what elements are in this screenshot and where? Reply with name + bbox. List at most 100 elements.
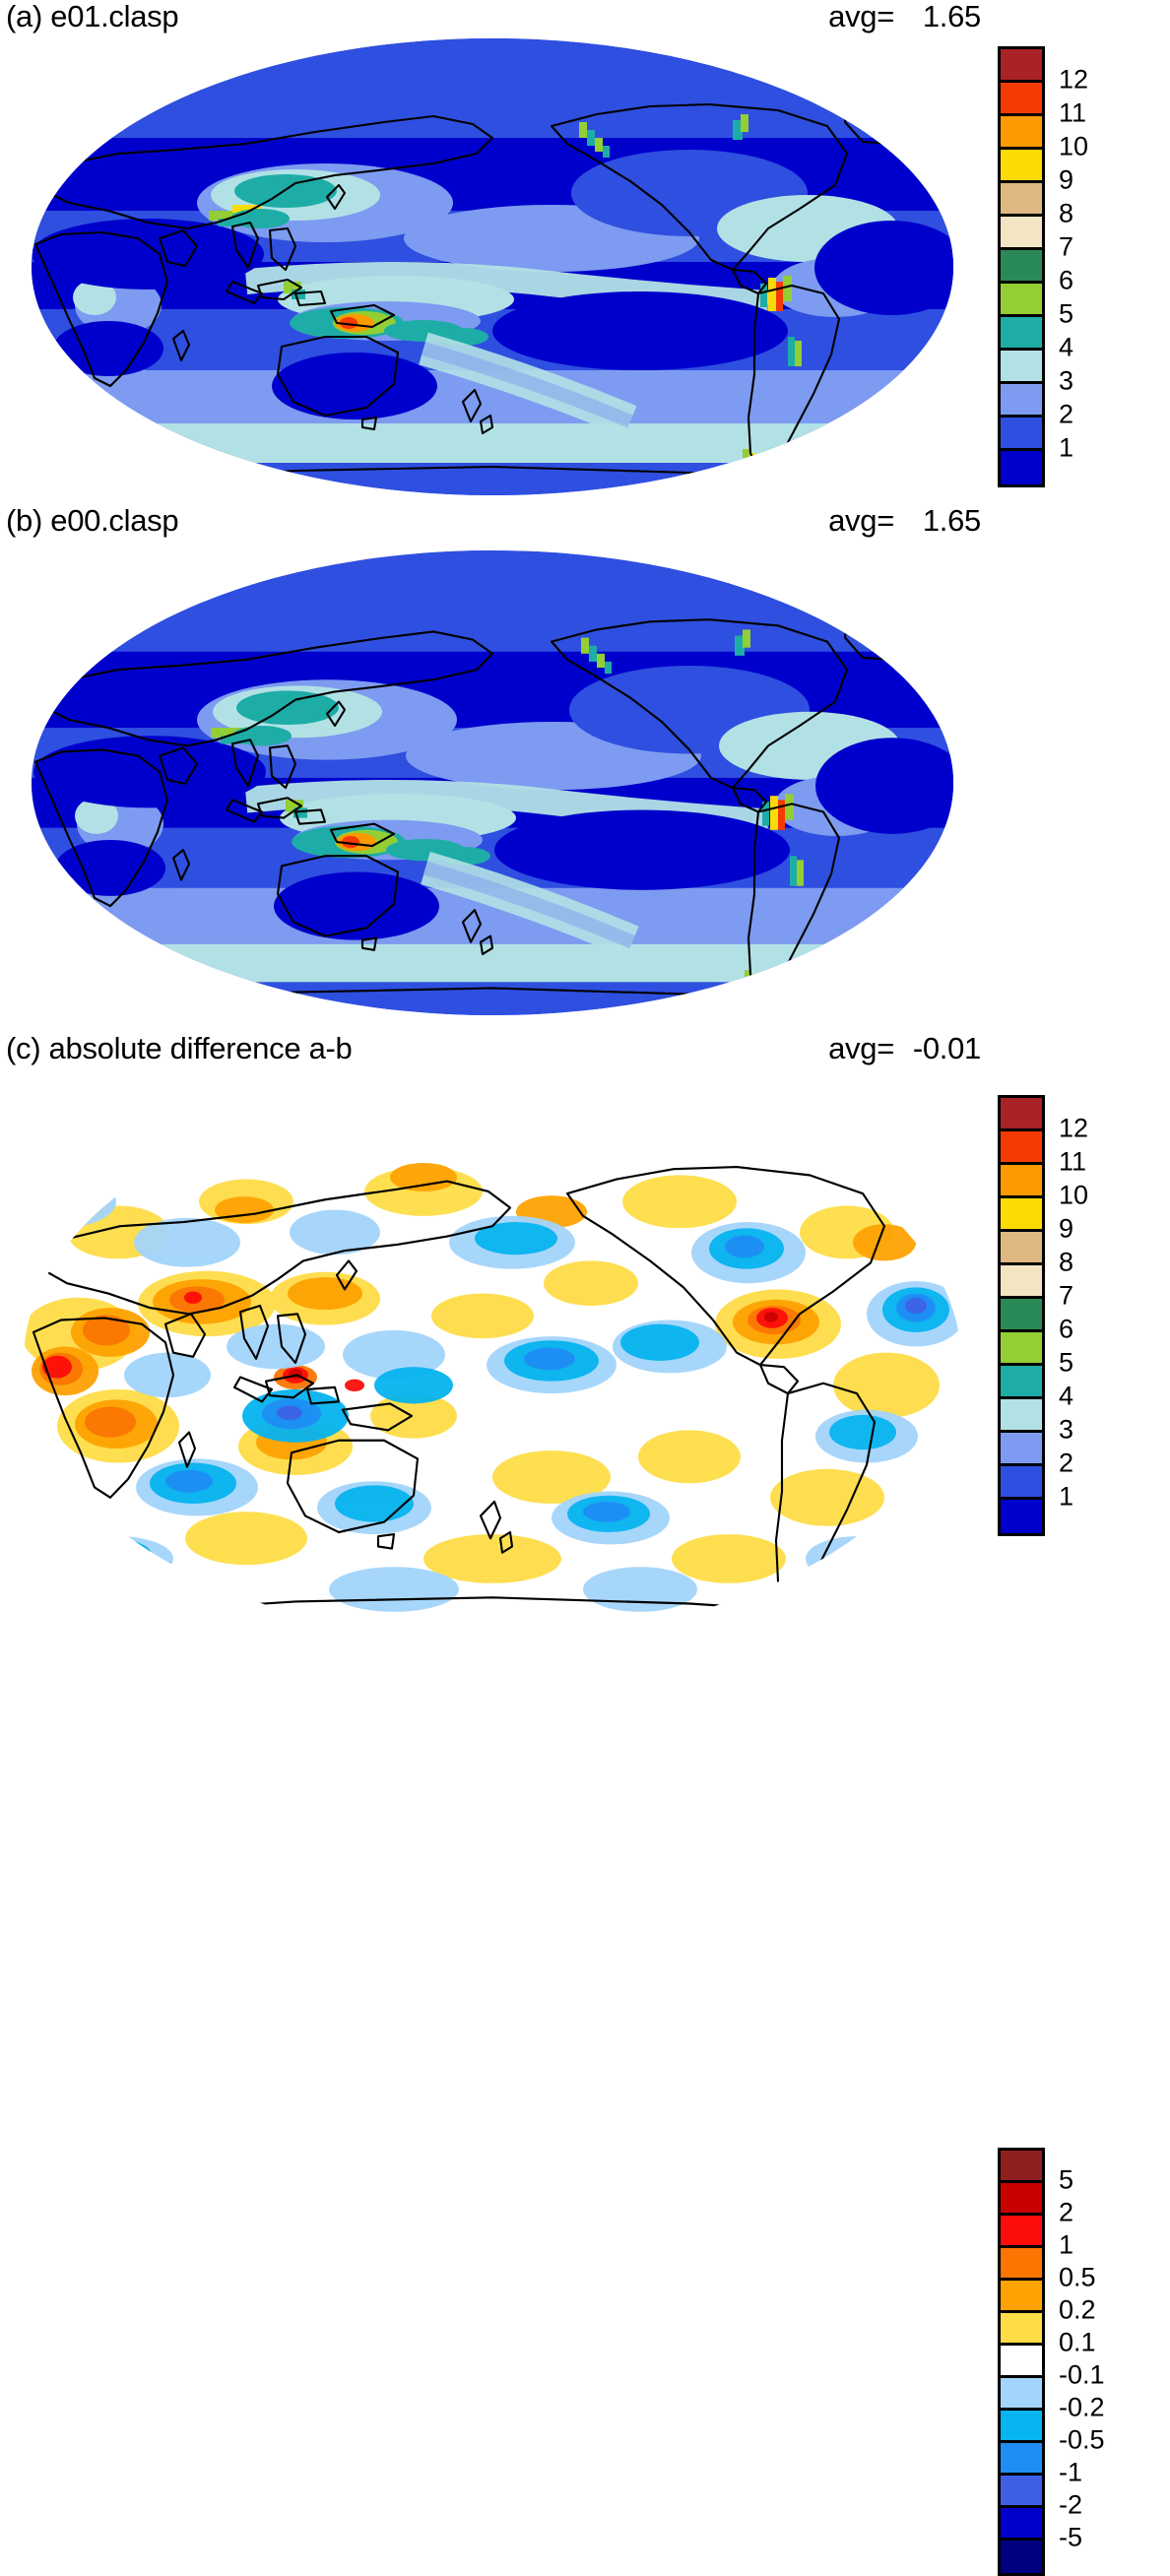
colorbar-a-band-10 [1001,384,1042,418]
colorbar-b-tick-label: 8 [1059,1247,1074,1277]
colorbar-a-band-12 [1001,451,1042,484]
colorbar-a-band-4 [1001,183,1042,217]
colorbar-b-band-4 [1001,1232,1042,1265]
colorbar-c-tick-label: 1 [1059,2229,1074,2260]
panel-c-avg-value: -0.01 [912,1031,981,1065]
colorbar-c-band-2 [1001,2216,1042,2248]
colorbar-c-tick-label: -0.1 [1059,2359,1105,2390]
colorbar-c-tick-label: -0.2 [1059,2392,1105,2422]
colorbar-c-band-1 [1001,2183,1042,2216]
colorbar-a-tick-label: 10 [1059,131,1089,161]
colorbar-c-band-9 [1001,2443,1042,2476]
colorbar-panel-c: 5 2 1 0.5 0.2 0.1 -0.1 -0.2 -0.5 -1 -2 -5 [998,2148,1122,2576]
panel-a-header: (a) e01.clasp avg= 1.65 [0,0,985,41]
colorbar-a-band-0 [1001,49,1042,83]
panel-b-avg-value: 1.65 [922,503,981,538]
colorbar-a-band-11 [1001,418,1042,451]
colorbar-b-band-9 [1001,1399,1042,1433]
panel-c-map [0,1079,985,1645]
colorbar-c-band-5 [1001,2313,1042,2346]
colorbar-b-band-10 [1001,1433,1042,1466]
panel-a-average: avg= 1.65 [828,0,981,33]
colorbar-c-band-6 [1001,2346,1042,2378]
colorbar-c-tick-label: -5 [1059,2522,1083,2552]
panel-c-map-svg [24,1084,961,1640]
colorbar-b-tick-label: 7 [1059,1280,1074,1311]
panel-b-header: (b) e00.clasp avg= 1.65 [0,504,985,546]
colorbar-b-tick-label: 11 [1059,1146,1087,1177]
colorbar-b-band-2 [1001,1165,1042,1198]
panel-a-map [0,35,985,498]
colorbar-b-band-6 [1001,1299,1042,1332]
colorbar-panel-a: 12 11 10 9 8 7 6 5 4 3 2 1 [998,46,1122,487]
colorbar-b-band-1 [1001,1131,1042,1165]
colorbar-b-band-8 [1001,1366,1042,1399]
colorbar-panel-b: 12 11 10 9 8 7 6 5 4 3 2 1 [998,1095,1122,1536]
panel-c-header: (c) absolute difference a-b avg= -0.01 [0,1032,985,1073]
colorbar-b-ticks: 12 11 10 9 8 7 6 5 4 3 2 1 [1059,1095,1122,1530]
colorbar-c-tick-label: 2 [1059,2197,1074,2227]
colorbar-a-band-2 [1001,116,1042,150]
colorbar-b-tick-label: 1 [1059,1481,1074,1512]
colorbar-a-band-5 [1001,217,1042,250]
colorbar-b-band-5 [1001,1265,1042,1299]
colorbar-b-tick-label: 10 [1059,1180,1089,1210]
panel-a: (a) e01.clasp avg= 1.65 [0,0,1170,504]
panel-b-average: avg= 1.65 [828,504,981,538]
colorbar-c-band-3 [1001,2248,1042,2281]
panel-b-map [0,547,985,1018]
colorbar-b-strip [998,1095,1045,1536]
colorbar-a-band-7 [1001,284,1042,317]
colorbar-a-tick-label: 5 [1059,298,1074,329]
panel-b-title: (b) e00.clasp [6,503,179,538]
colorbar-c-tick-label: -2 [1059,2489,1083,2520]
colorbar-c-band-11 [1001,2508,1042,2541]
colorbar-a-band-1 [1001,83,1042,116]
panel-a-avg-value: 1.65 [922,0,981,33]
colorbar-a-band-9 [1001,351,1042,384]
panel-c: (c) absolute difference a-b avg= -0.01 [0,1032,1170,2576]
colorbar-c-tick-label: 5 [1059,2164,1074,2195]
colorbar-a-ticks: 12 11 10 9 8 7 6 5 4 3 2 1 [1059,46,1122,482]
colorbar-c-band-10 [1001,2476,1042,2508]
colorbar-b-tick-label: 9 [1059,1213,1074,1244]
colorbar-c-tick-label: 0.2 [1059,2294,1096,2325]
panel-c-average: avg= -0.01 [828,1032,981,1065]
colorbar-b-tick-label: 4 [1059,1381,1074,1411]
colorbar-b-band-0 [1001,1098,1042,1131]
colorbar-c-ticks: 5 2 1 0.5 0.2 0.1 -0.1 -0.2 -0.5 -1 -2 -5 [1059,2148,1122,2570]
panel-a-map-canvas [0,35,985,498]
colorbar-c-band-0 [1001,2151,1042,2183]
colorbar-c-band-4 [1001,2281,1042,2313]
panel-a-avg-label: avg= [828,0,894,33]
colorbar-b-band-12 [1001,1500,1042,1533]
colorbar-c-band-12 [1001,2541,1042,2573]
panel-c-map-canvas [0,1079,985,1645]
colorbar-a-tick-label: 6 [1059,265,1074,295]
colorbar-b-tick-label: 2 [1059,1448,1074,1478]
colorbar-c-tick-label: -1 [1059,2457,1083,2487]
colorbar-b-tick-label: 3 [1059,1414,1074,1445]
colorbar-b-band-11 [1001,1466,1042,1500]
panel-c-title: (c) absolute difference a-b [6,1031,353,1065]
panel-b-coastlines [32,606,906,1005]
colorbar-a-tick-label: 2 [1059,399,1074,429]
colorbar-c-strip [998,2148,1045,2576]
colorbar-a-strip [998,46,1045,487]
panel-a-title: (a) e01.clasp [6,0,179,33]
panel-b-avg-label: avg= [828,503,894,538]
colorbar-c-band-7 [1001,2378,1042,2411]
colorbar-a-tick-label: 9 [1059,164,1074,195]
colorbar-a-tick-label: 11 [1059,97,1087,128]
colorbar-a-band-8 [1001,317,1042,351]
panel-b: (b) e00.clasp avg= 1.65 [0,504,1170,1536]
panel-c-avg-label: avg= [828,1031,894,1065]
panel-b-map-svg [32,550,953,1015]
colorbar-b-band-3 [1001,1198,1042,1232]
colorbar-a-tick-label: 8 [1059,198,1074,228]
colorbar-a-band-6 [1001,250,1042,284]
colorbar-b-tick-label: 12 [1059,1113,1089,1143]
colorbar-b-tick-label: 5 [1059,1347,1074,1378]
colorbar-c-band-8 [1001,2411,1042,2443]
colorbar-c-tick-label: 0.5 [1059,2262,1096,2292]
